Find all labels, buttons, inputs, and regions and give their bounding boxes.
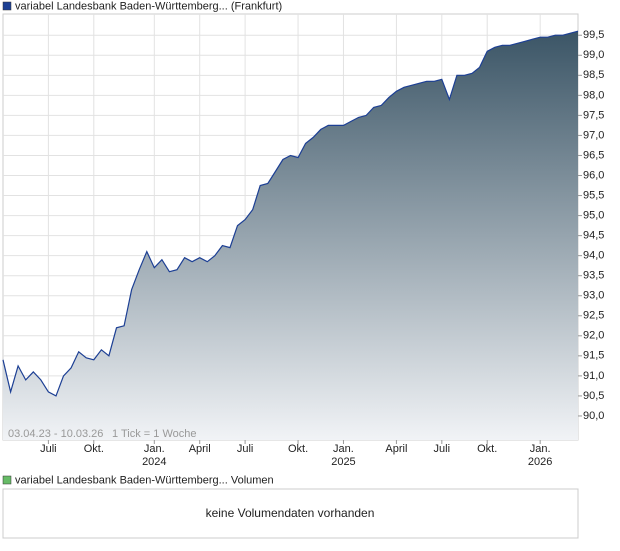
x-tick-label: Jan.: [530, 443, 551, 455]
y-tick-label: 93,0: [583, 290, 604, 302]
x-tick-label: Juli: [434, 443, 451, 455]
y-tick-label: 97,5: [583, 109, 604, 121]
volume-frame: [2, 488, 579, 539]
y-tick-label: 94,0: [583, 250, 604, 262]
x-tick-label: April: [189, 443, 211, 455]
x-tick-label: Juli: [237, 443, 254, 455]
tick-note: 1 Tick = 1 Woche: [112, 428, 196, 440]
x-tick-label: Juli: [40, 443, 57, 455]
y-tick-label: 97,0: [583, 129, 604, 141]
plot: [2, 30, 579, 440]
y-tick-label: 99,0: [583, 49, 604, 61]
y-tick-label: 96,0: [583, 169, 604, 181]
area-fill: [3, 31, 578, 440]
y-tick-label: 98,5: [583, 69, 604, 81]
volume-legend-swatch: [2, 475, 12, 485]
y-tick-label: 92,5: [583, 310, 604, 322]
x-tick-label: Jan.: [333, 443, 354, 455]
y-tick-label: 95,0: [583, 209, 604, 221]
y-tick-label: 98,0: [583, 89, 604, 101]
y-tick-label: 93,5: [583, 270, 604, 282]
x-tick-label: April: [385, 443, 407, 455]
x-year-label: 2024: [142, 456, 166, 468]
y-tick-label: 90,5: [583, 390, 604, 402]
legend-swatch: [2, 1, 12, 11]
x-tick-label: Okt.: [84, 443, 104, 455]
y-tick-label: 99,5: [583, 29, 604, 41]
y-tick-label: 92,0: [583, 330, 604, 342]
x-tick-label: Okt.: [288, 443, 308, 455]
y-tick-label: 91,0: [583, 370, 604, 382]
x-tick-label: Jan.: [144, 443, 165, 455]
y-tick-label: 96,5: [583, 149, 604, 161]
y-tick-label: 94,5: [583, 230, 604, 242]
volume-message: keine Volumendaten vorhanden: [206, 506, 375, 520]
y-tick-label: 95,5: [583, 189, 604, 201]
y-tick-label: 90,0: [583, 410, 604, 422]
line: [2, 30, 579, 397]
y-tick-label: 91,5: [583, 350, 604, 362]
date-range: 03.04.23 - 10.03.26: [8, 428, 103, 440]
x-tick-label: Okt.: [477, 443, 497, 455]
chart-title: variabel Landesbank Baden-Württemberg...…: [15, 0, 282, 12]
x-year-label: 2026: [528, 456, 552, 468]
volume-legend: variabel Landesbank Baden-Württemberg...…: [15, 474, 274, 486]
x-year-label: 2025: [331, 456, 355, 468]
